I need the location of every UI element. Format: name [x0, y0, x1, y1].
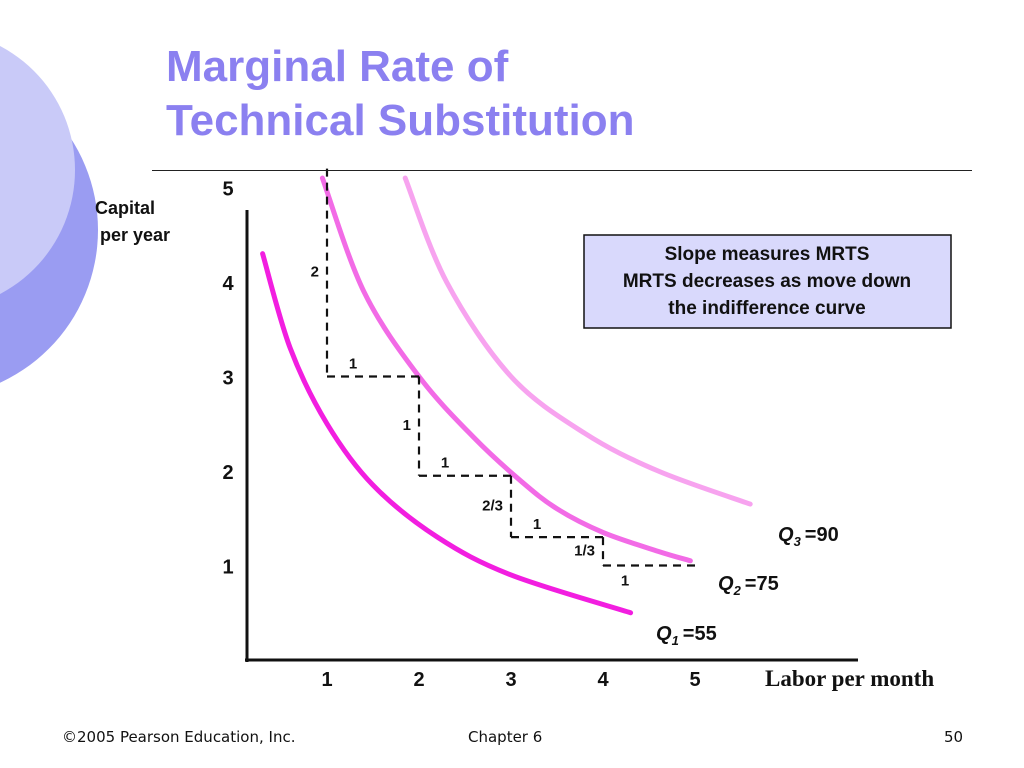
curve-label-q2: Q2 =75 — [718, 573, 779, 598]
step-label: 1 — [403, 417, 411, 434]
step-label: 1 — [441, 455, 449, 472]
y-axis-label-line2: per year — [100, 225, 170, 245]
callout-line-2: MRTS decreases as move down — [623, 271, 911, 292]
step-label: 1/3 — [574, 542, 595, 559]
curve-q3 — [402, 175, 753, 507]
step-label: 1 — [533, 516, 541, 533]
y-tick-label: 3 — [222, 368, 233, 390]
y-tick-label: 1 — [222, 557, 233, 579]
footer-chapter: Chapter 6 — [468, 728, 543, 746]
plot-area — [260, 175, 753, 616]
y-axis-label-line1: Capital — [95, 198, 155, 218]
x-axis-label: Labor per month — [765, 666, 934, 691]
mrts-steps: 2 1 1 1 2/3 1 1/3 1 — [311, 168, 695, 590]
slide-title-line-2: Technical Substitution — [166, 96, 635, 145]
y-tick-label: 5 — [222, 179, 233, 201]
x-tick-label: 4 — [597, 669, 609, 691]
x-tick-label: 2 — [413, 669, 424, 691]
y-tick-label: 2 — [222, 462, 233, 484]
x-tick-label: 3 — [505, 669, 516, 691]
step-label: 1 — [349, 356, 357, 373]
step-label: 1 — [621, 573, 629, 590]
callout-box — [583, 234, 952, 329]
step-label: 2 — [311, 264, 319, 281]
x-tick-label: 1 — [321, 669, 332, 691]
curve-label-q3: Q3 =90 — [778, 524, 839, 549]
footer-copyright: ©2005 Pearson Education, Inc. — [62, 728, 296, 746]
curve-q1 — [260, 251, 634, 616]
tick-labels: 1 2 3 4 5 1 2 3 4 5 — [222, 179, 700, 692]
y-tick-label: 4 — [222, 273, 234, 295]
title-divider — [152, 170, 972, 171]
x-tick-label: 5 — [689, 669, 700, 691]
footer-page-number: 50 — [944, 728, 964, 746]
slide-title: Marginal Rate of Technical Substitution — [166, 40, 635, 148]
step-label: 2/3 — [482, 497, 503, 514]
callout-line-1: Slope measures MRTS — [665, 244, 870, 265]
decorative-circle-front — [0, 46, 75, 294]
slide-title-line-1: Marginal Rate of — [166, 42, 509, 91]
curve-q2 — [319, 175, 693, 564]
curve-label-q1: Q1 =55 — [656, 623, 717, 648]
callout-line-3: the indifference curve — [668, 298, 865, 319]
